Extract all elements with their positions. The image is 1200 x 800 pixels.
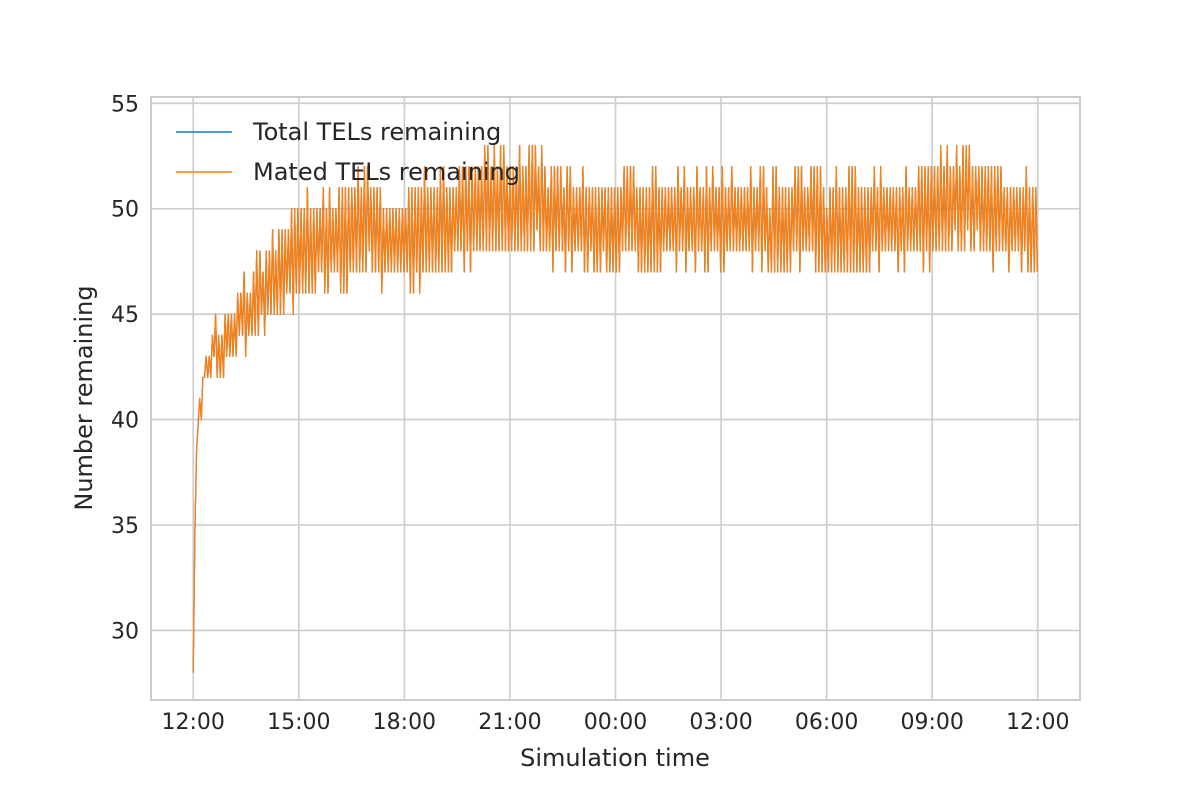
series-line-mated (192, 144, 1039, 673)
y-tick-label: 45 (111, 303, 139, 328)
x-tick-label: 12:00 (1006, 710, 1069, 735)
x-tick-label: 00:00 (584, 710, 647, 735)
plot-frame (150, 96, 1081, 701)
x-tick-label: 15:00 (267, 710, 330, 735)
x-tick-labels: 12:00 15:00 18:00 21:00 00:00 03:00 06:00 09:00… (162, 710, 1070, 735)
x-tick-label: 18:00 (373, 710, 436, 735)
x-tick-label: 09:00 (901, 710, 964, 735)
x-tick-label: 12:00 (162, 710, 225, 735)
y-tick-label: 35 (111, 514, 139, 539)
y-tick-label: 30 (111, 619, 139, 644)
legend-label-mated: Mated TELs remaining (253, 158, 520, 186)
y-tick-label: 55 (111, 92, 139, 117)
y-tick-labels: 30 35 40 45 50 55 (111, 92, 139, 644)
y-tick-label: 40 (111, 409, 139, 434)
y-axis-label: Number remaining (70, 285, 98, 510)
series-lines (192, 144, 1039, 673)
x-tick-label: 03:00 (689, 710, 752, 735)
x-tick-label: 06:00 (795, 710, 858, 735)
legend-label-total: Total TELs remaining (252, 118, 501, 146)
y-tick-label: 50 (111, 198, 139, 223)
legend: Total TELs remaining Mated TELs remainin… (176, 118, 520, 186)
x-axis-label: Simulation time (520, 744, 710, 772)
x-tick-label: 21:00 (478, 710, 541, 735)
